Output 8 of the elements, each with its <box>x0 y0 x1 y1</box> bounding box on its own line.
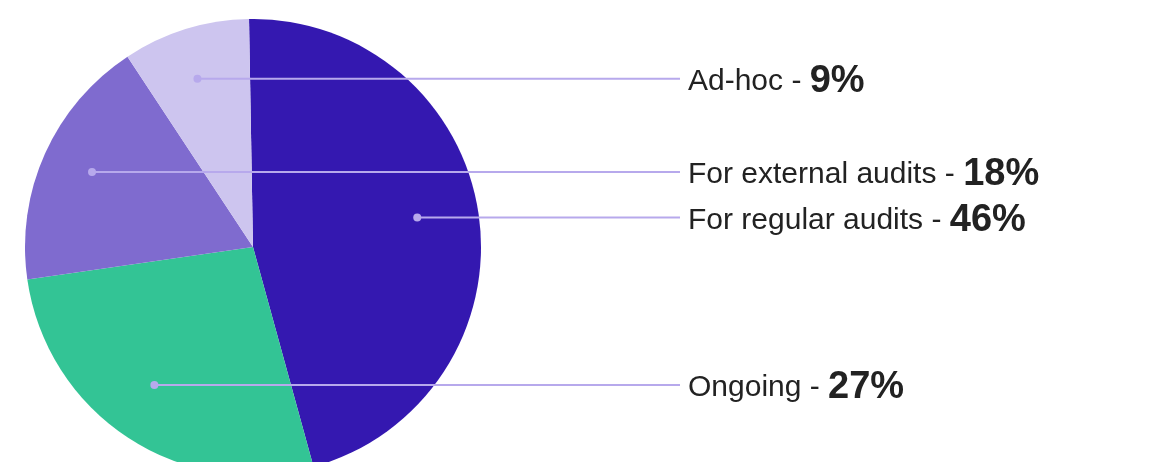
slice-label: For external audits - <box>688 155 964 189</box>
data-label: 9% <box>809 57 865 100</box>
slice-label: For regular audits - <box>688 201 950 235</box>
data-label: 46% <box>949 196 1026 239</box>
slice-label: Ad-hoc - <box>688 62 810 96</box>
data-label: 18% <box>963 150 1040 193</box>
data-label: 27% <box>828 364 905 407</box>
slice-label: Ongoing - <box>688 368 829 402</box>
